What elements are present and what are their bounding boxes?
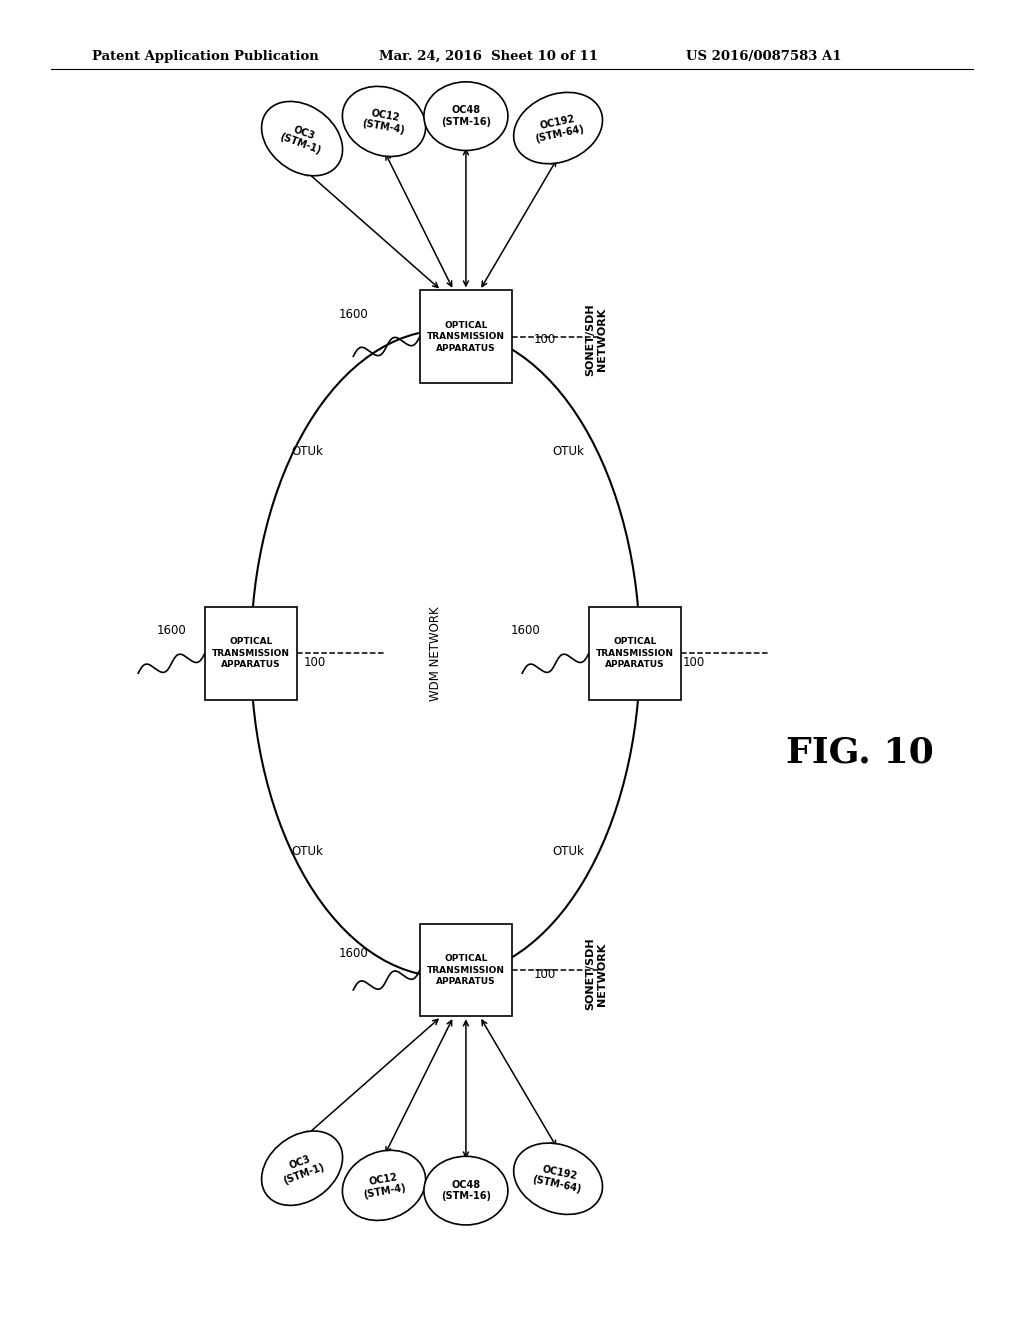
Text: OC12
(STM-4): OC12 (STM-4): [360, 1171, 408, 1200]
Text: 100: 100: [683, 656, 706, 669]
Text: US 2016/0087583 A1: US 2016/0087583 A1: [686, 50, 842, 63]
Text: 1600: 1600: [510, 624, 541, 638]
Text: SONET/SDH
NETWORK: SONET/SDH NETWORK: [586, 937, 607, 1011]
Text: OPTICAL
TRANSMISSION
APPARATUS: OPTICAL TRANSMISSION APPARATUS: [596, 638, 674, 669]
Text: 1600: 1600: [338, 946, 369, 960]
Ellipse shape: [261, 102, 343, 176]
Ellipse shape: [514, 1143, 602, 1214]
Text: Mar. 24, 2016  Sheet 10 of 11: Mar. 24, 2016 Sheet 10 of 11: [379, 50, 598, 63]
Text: OTUk: OTUk: [552, 845, 585, 858]
Ellipse shape: [261, 1131, 343, 1205]
Text: OC48
(STM-16): OC48 (STM-16): [441, 106, 490, 127]
Text: 100: 100: [534, 333, 556, 346]
Ellipse shape: [342, 86, 426, 157]
Text: OPTICAL
TRANSMISSION
APPARATUS: OPTICAL TRANSMISSION APPARATUS: [427, 321, 505, 352]
Ellipse shape: [424, 1156, 508, 1225]
Text: OTUk: OTUk: [291, 445, 324, 458]
Text: OC3
(STM-1): OC3 (STM-1): [279, 121, 326, 156]
Text: FIG. 10: FIG. 10: [786, 735, 934, 770]
FancyBboxPatch shape: [420, 290, 512, 383]
Text: 100: 100: [303, 656, 326, 669]
FancyBboxPatch shape: [205, 607, 297, 700]
Text: WDM NETWORK: WDM NETWORK: [429, 606, 441, 701]
Text: OC48
(STM-16): OC48 (STM-16): [441, 1180, 490, 1201]
Text: OC12
(STM-4): OC12 (STM-4): [360, 107, 408, 136]
Text: OC3
(STM-1): OC3 (STM-1): [279, 1151, 326, 1185]
Ellipse shape: [342, 1150, 426, 1221]
Text: Patent Application Publication: Patent Application Publication: [92, 50, 318, 63]
Text: OPTICAL
TRANSMISSION
APPARATUS: OPTICAL TRANSMISSION APPARATUS: [212, 638, 290, 669]
FancyBboxPatch shape: [420, 924, 512, 1016]
Text: OC192
(STM-64): OC192 (STM-64): [531, 1163, 585, 1195]
Text: 1600: 1600: [338, 308, 369, 321]
Ellipse shape: [514, 92, 602, 164]
Ellipse shape: [424, 82, 508, 150]
FancyBboxPatch shape: [589, 607, 681, 700]
Text: SONET/SDH
NETWORK: SONET/SDH NETWORK: [586, 302, 607, 376]
Text: OC192
(STM-64): OC192 (STM-64): [531, 112, 585, 144]
Text: 100: 100: [534, 968, 556, 981]
Text: 1600: 1600: [157, 624, 187, 638]
Text: OTUk: OTUk: [552, 445, 585, 458]
Text: OTUk: OTUk: [291, 845, 324, 858]
Text: OPTICAL
TRANSMISSION
APPARATUS: OPTICAL TRANSMISSION APPARATUS: [427, 954, 505, 986]
